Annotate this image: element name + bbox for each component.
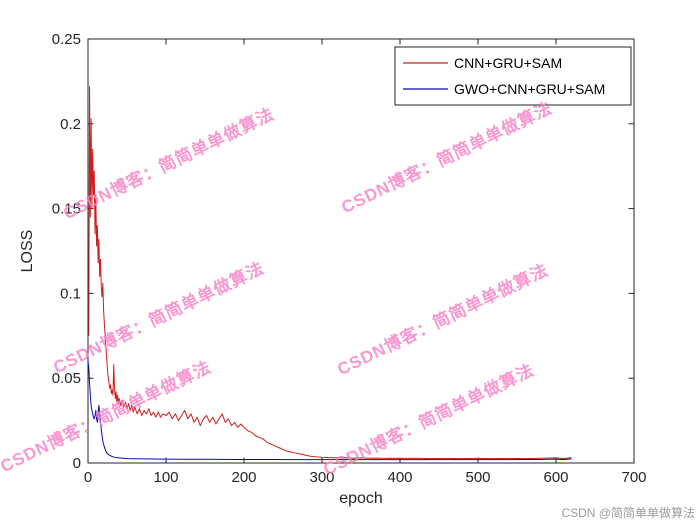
x-tick-label: 300 [309,469,334,486]
axes [87,38,635,464]
x-tick-label: 600 [543,469,568,486]
legend-label: CNN+GRU+SAM [454,55,562,71]
csdn-credit: CSDN @简简单单做算法 [561,506,695,520]
x-tick-label: 0 [84,469,92,486]
x-tick-label: 500 [465,469,490,486]
y-tick-label: 0.1 [60,285,81,302]
legend-label: GWO+CNN+GRU+SAM [454,81,605,97]
legend: CNN+GRU+SAM GWO+CNN+GRU+SAM [394,46,632,106]
x-tick-label: 700 [621,469,646,486]
y-axis: 0 0.05 0.1 0.15 0.2 0.25 LOSS [19,31,634,472]
series-gwo-cnn-gru-sam [87,361,572,461]
x-tick-label: 200 [231,469,256,486]
y-tick-label: 0.25 [52,31,81,48]
x-tick-label: 100 [153,469,178,486]
y-axis-label: LOSS [19,230,36,273]
series-cnn-gru-sam [88,85,572,460]
y-tick-label: 0.2 [60,116,81,133]
y-tick-label: 0.05 [52,370,81,387]
x-axis-label: epoch [339,490,383,507]
x-tick-label: 400 [387,469,412,486]
y-tick-label: 0.15 [52,201,81,218]
x-axis: 0 100 200 300 400 500 600 700 epoch [84,39,647,507]
y-tick-label: 0 [73,455,81,472]
